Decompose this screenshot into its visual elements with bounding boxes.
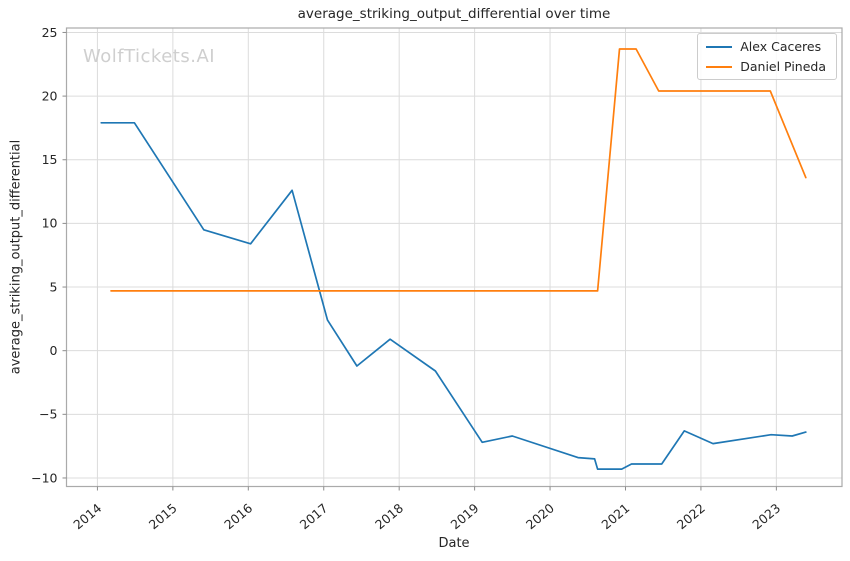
watermark: WolfTickets.AI (83, 46, 216, 67)
x-tick-label: 2020 (523, 500, 557, 532)
x-tick-label: 2017 (297, 500, 331, 532)
legend-label: Daniel Pineda (740, 59, 826, 74)
y-tick-label: −5 (39, 407, 57, 422)
legend-label: Alex Caceres (740, 39, 822, 54)
y-tick-label: 15 (42, 152, 58, 167)
plot-border (65, 27, 843, 488)
x-tick-label: 2019 (448, 500, 482, 532)
legend-item-daniel-pineda: Daniel Pineda (706, 59, 826, 74)
series-line-alex-caceres (100, 121, 807, 470)
y-axis-label: average_striking_output_differential (8, 139, 24, 375)
y-tick-label: 5 (50, 279, 58, 294)
x-tick-label: 2021 (598, 500, 632, 532)
legend: Alex Caceres Daniel Pineda (697, 33, 837, 80)
y-tick-label: 25 (42, 25, 58, 40)
x-axis-label: Date (438, 536, 470, 551)
legend-line-swatch (706, 45, 733, 48)
x-tick-label: 2016 (221, 500, 255, 532)
legend-item-alex-caceres: Alex Caceres (706, 39, 826, 54)
y-tick-label: 10 (42, 216, 58, 231)
x-tick-label: 2018 (372, 500, 406, 532)
series-line-daniel-pineda (110, 48, 807, 292)
x-tick-label: 2014 (70, 500, 104, 532)
y-tick-label: 20 (42, 88, 58, 103)
x-tick-label: 2022 (674, 500, 708, 532)
y-tick-label: −10 (31, 470, 57, 485)
legend-line-swatch (706, 65, 733, 68)
y-tick-label: 0 (50, 343, 58, 358)
chart-title: average_striking_output_differential ove… (297, 6, 611, 22)
x-tick-label: 2015 (146, 500, 180, 532)
x-tick-label: 2023 (749, 500, 783, 532)
